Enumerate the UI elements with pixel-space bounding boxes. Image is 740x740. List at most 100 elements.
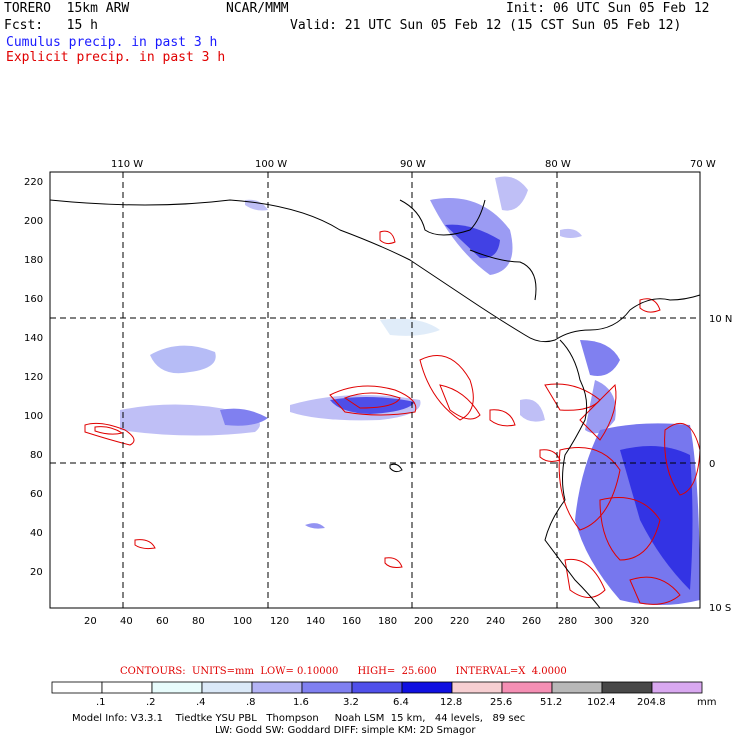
precip-contour [489, 409, 516, 427]
colorbar-label: 3.2 [343, 697, 359, 708]
y-tick: 80 [30, 450, 43, 461]
x-tick: 260 [522, 616, 541, 627]
y-tick: 100 [24, 411, 43, 422]
colorbar-label: .1 [96, 697, 106, 708]
lon-label-80w: 80 W [545, 159, 571, 170]
lon-label-90w: 90 W [400, 159, 426, 170]
lat-label-10n: 10 N [709, 314, 732, 325]
colorbar-swatch [501, 681, 553, 694]
precip-contour [579, 383, 617, 441]
colorbar-swatch [251, 681, 303, 694]
precip-contour [629, 576, 681, 605]
coastline [49, 199, 701, 609]
forecast-hour: Fcst: 15 h [4, 18, 98, 33]
precip-contour [94, 426, 124, 435]
precip-contour [329, 385, 417, 416]
y-tick: 220 [24, 177, 43, 188]
legend-cumulus: Cumulus precip. in past 3 h [6, 35, 218, 50]
precip-contour [564, 558, 606, 598]
colorbar-swatch [101, 681, 153, 694]
x-tick: 140 [306, 616, 325, 627]
physics-info: LW: Godd SW: Goddard DIFF: simple KM: 2D… [215, 725, 476, 736]
precip-area [380, 318, 440, 336]
colorbar-swatch [401, 681, 453, 694]
colorbar-label: 6.4 [393, 697, 409, 708]
x-tick: 100 [233, 616, 252, 627]
precip-contour [599, 497, 661, 561]
x-tick: 300 [594, 616, 613, 627]
y-tick: 160 [24, 294, 43, 305]
precip-contour [84, 422, 135, 446]
colorbar-label: 51.2 [540, 697, 563, 708]
precip-area [620, 446, 693, 590]
x-tick: 40 [120, 616, 133, 627]
precip-contour [558, 447, 621, 531]
colorbar-swatch [651, 681, 703, 694]
precip-contour [134, 539, 156, 550]
colorbar-label: 25.6 [490, 697, 513, 708]
colorbar-swatch [351, 681, 403, 694]
caribbean-border [469, 249, 537, 301]
precip-area [305, 523, 325, 529]
valid-time: Valid: 21 UTC Sun 05 Feb 12 (15 CST Sun … [290, 18, 682, 33]
colorbar-swatch [451, 681, 503, 694]
colorbar-swatch [51, 681, 103, 694]
y-tick: 20 [30, 567, 43, 578]
colorbar-swatch [551, 681, 603, 694]
x-tick: 240 [486, 616, 505, 627]
yucatan-coast [399, 199, 486, 236]
x-tick: 160 [342, 616, 361, 627]
precip-area [560, 228, 582, 238]
precip-contour [343, 392, 401, 409]
colorbar-label: 204.8 [637, 697, 666, 708]
y-tick: 200 [24, 216, 43, 227]
precip-area [330, 396, 415, 414]
precip-area [580, 340, 620, 376]
precip-contour [439, 384, 481, 420]
colorbar-label: 12.8 [440, 697, 463, 708]
x-tick: 20 [84, 616, 97, 627]
x-tick: 80 [192, 616, 205, 627]
y-tick: 120 [24, 372, 43, 383]
cumulus-precip-areas [120, 176, 700, 605]
precip-contour [384, 557, 403, 568]
precip-contour [664, 422, 701, 496]
y-tick: 60 [30, 489, 43, 500]
lat-label-0: 0 [709, 459, 715, 470]
legend-explicit: Explicit precip. in past 3 h [6, 50, 226, 65]
colorbar-swatch [601, 681, 653, 694]
south-america-coast [544, 339, 601, 609]
lon-label-110w: 110 W [111, 159, 143, 170]
x-tick: 280 [558, 616, 577, 627]
y-tick: 40 [30, 528, 43, 539]
precip-area [220, 408, 268, 426]
organization-label: NCAR/MMM [226, 1, 289, 16]
colorbar-swatch [151, 681, 203, 694]
precip-area [585, 380, 616, 434]
plot-frame [49, 171, 701, 609]
central-america-coast [49, 199, 701, 343]
model-info: Model Info: V3.3.1 Tiedtke YSU PBL Thomp… [72, 713, 526, 724]
colorbar-swatch [201, 681, 253, 694]
galapagos-island [389, 463, 403, 473]
x-tick: 120 [270, 616, 289, 627]
model-title: TORERO 15km ARW [4, 1, 130, 16]
init-time: Init: 06 UTC Sun 05 Feb 12 [506, 1, 710, 16]
x-axis: 20 40 60 80 100 120 140 160 180 200 220 … [84, 616, 649, 627]
x-tick: 60 [156, 616, 169, 627]
colorbar-unit: mm [697, 697, 717, 708]
x-tick: 200 [414, 616, 433, 627]
colorbar-swatch [301, 681, 353, 694]
precip-contour [419, 355, 474, 421]
x-tick: 220 [450, 616, 469, 627]
colorbar-label: .2 [146, 697, 156, 708]
colorbar-label: 1.6 [293, 697, 309, 708]
y-axis: 220 200 180 160 140 120 100 80 60 40 20 [24, 177, 43, 578]
contour-info: CONTOURS: UNITS=mm LOW= 0.10000 HIGH= 25… [120, 666, 567, 677]
y-tick: 140 [24, 333, 43, 344]
precip-area [520, 399, 545, 422]
precip-area [495, 176, 528, 211]
precip-contour [639, 298, 661, 313]
precip-area [150, 345, 216, 374]
